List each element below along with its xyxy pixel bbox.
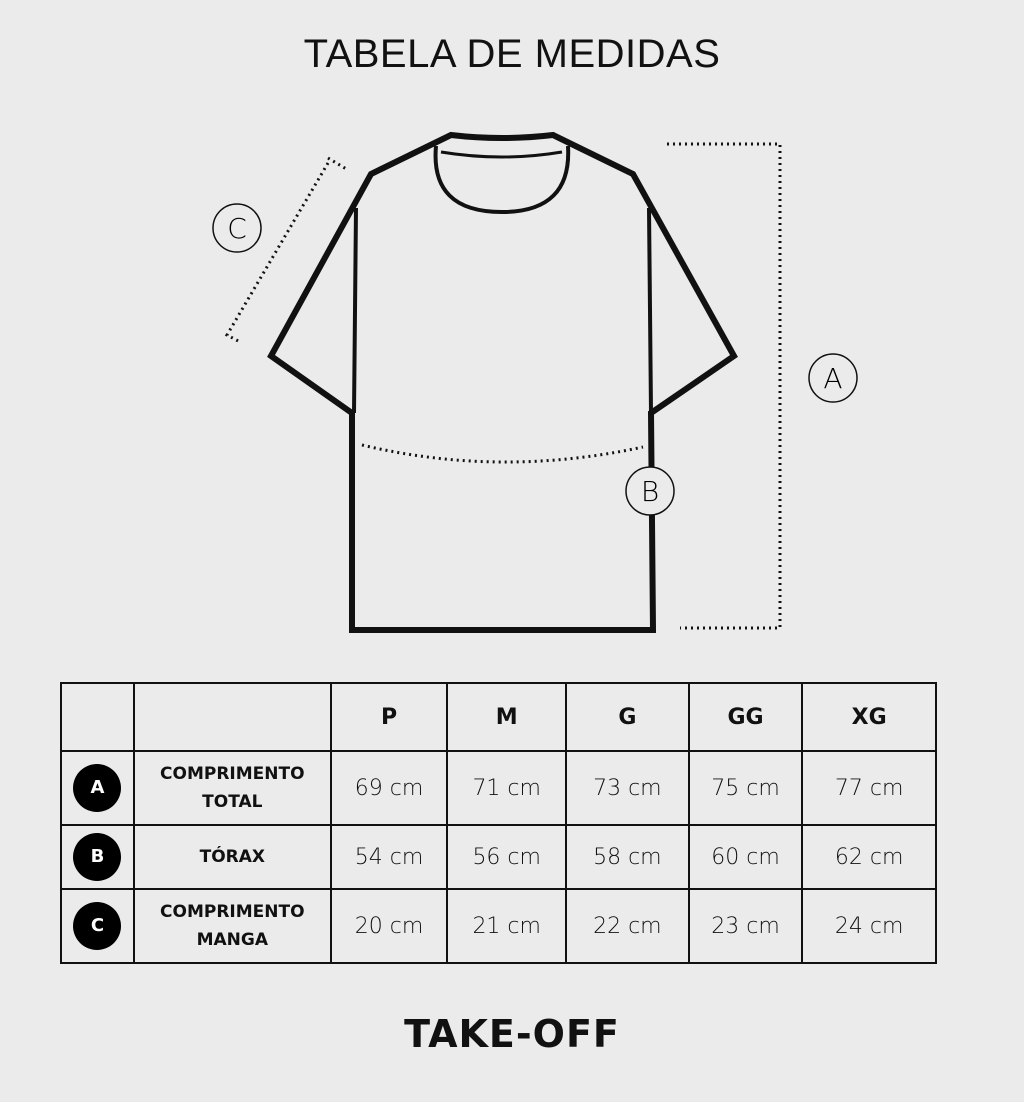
size-header: M — [446, 682, 568, 752]
measure-line-b — [361, 443, 644, 464]
tshirt-outline — [267, 131, 738, 633]
size-table: P M G GG XG A COMPRIMENTO TOTAL 69 cm 71 … — [60, 682, 937, 964]
label-c-text: C — [227, 212, 247, 245]
label-a: A — [808, 353, 858, 403]
brand-name: TAKE-OFF — [404, 1012, 620, 1056]
label-b-text: B — [641, 475, 659, 508]
label-a-text: A — [823, 362, 842, 395]
table-cell: 60 cm — [687, 824, 804, 890]
label-b: B — [625, 466, 675, 516]
table-cell: 58 cm — [565, 824, 690, 890]
table-cell: 20 cm — [329, 888, 449, 964]
table-cell: 71 cm — [446, 750, 568, 826]
label-c: C — [212, 203, 262, 253]
size-header: GG — [687, 682, 804, 752]
table-cell: 22 cm — [565, 888, 690, 964]
row-key-badge: B — [73, 833, 122, 881]
table-cell: 75 cm — [687, 750, 804, 826]
table-cell: 69 cm — [329, 750, 449, 826]
table-header-row: P M G GG XG — [60, 682, 937, 752]
table-row: B TÓRAX 54 cm 56 cm 58 cm 60 cm 62 cm — [60, 824, 937, 890]
measure-line-a — [667, 142, 782, 630]
page-title: TABELA DE MEDIDAS — [303, 32, 721, 76]
table-cell: 24 cm — [801, 888, 937, 964]
table-cell: 23 cm — [687, 888, 804, 964]
row-key-badge: A — [73, 764, 122, 812]
table-cell: 21 cm — [446, 888, 568, 964]
table-cell: 56 cm — [446, 824, 568, 890]
table-cell: 77 cm — [801, 750, 937, 826]
table-row: A COMPRIMENTO TOTAL 69 cm 71 cm 73 cm 75 … — [60, 750, 937, 826]
table-cell: 62 cm — [801, 824, 937, 890]
table-row: C COMPRIMENTO MANGA 20 cm 21 cm 22 cm 23 … — [60, 888, 937, 964]
measure-name: COMPRIMENTO MANGA — [132, 888, 332, 964]
size-header: XG — [801, 682, 937, 752]
measure-line-c — [224, 156, 349, 344]
size-header: P — [329, 682, 449, 752]
measure-name: COMPRIMENTO TOTAL — [132, 750, 332, 826]
row-key-badge: C — [73, 902, 122, 950]
table-cell: 73 cm — [565, 750, 690, 826]
tshirt-diagram: C A B — [212, 131, 858, 633]
size-header: G — [565, 682, 690, 752]
table-cell: 54 cm — [329, 824, 449, 890]
measure-name: TÓRAX — [132, 824, 332, 890]
